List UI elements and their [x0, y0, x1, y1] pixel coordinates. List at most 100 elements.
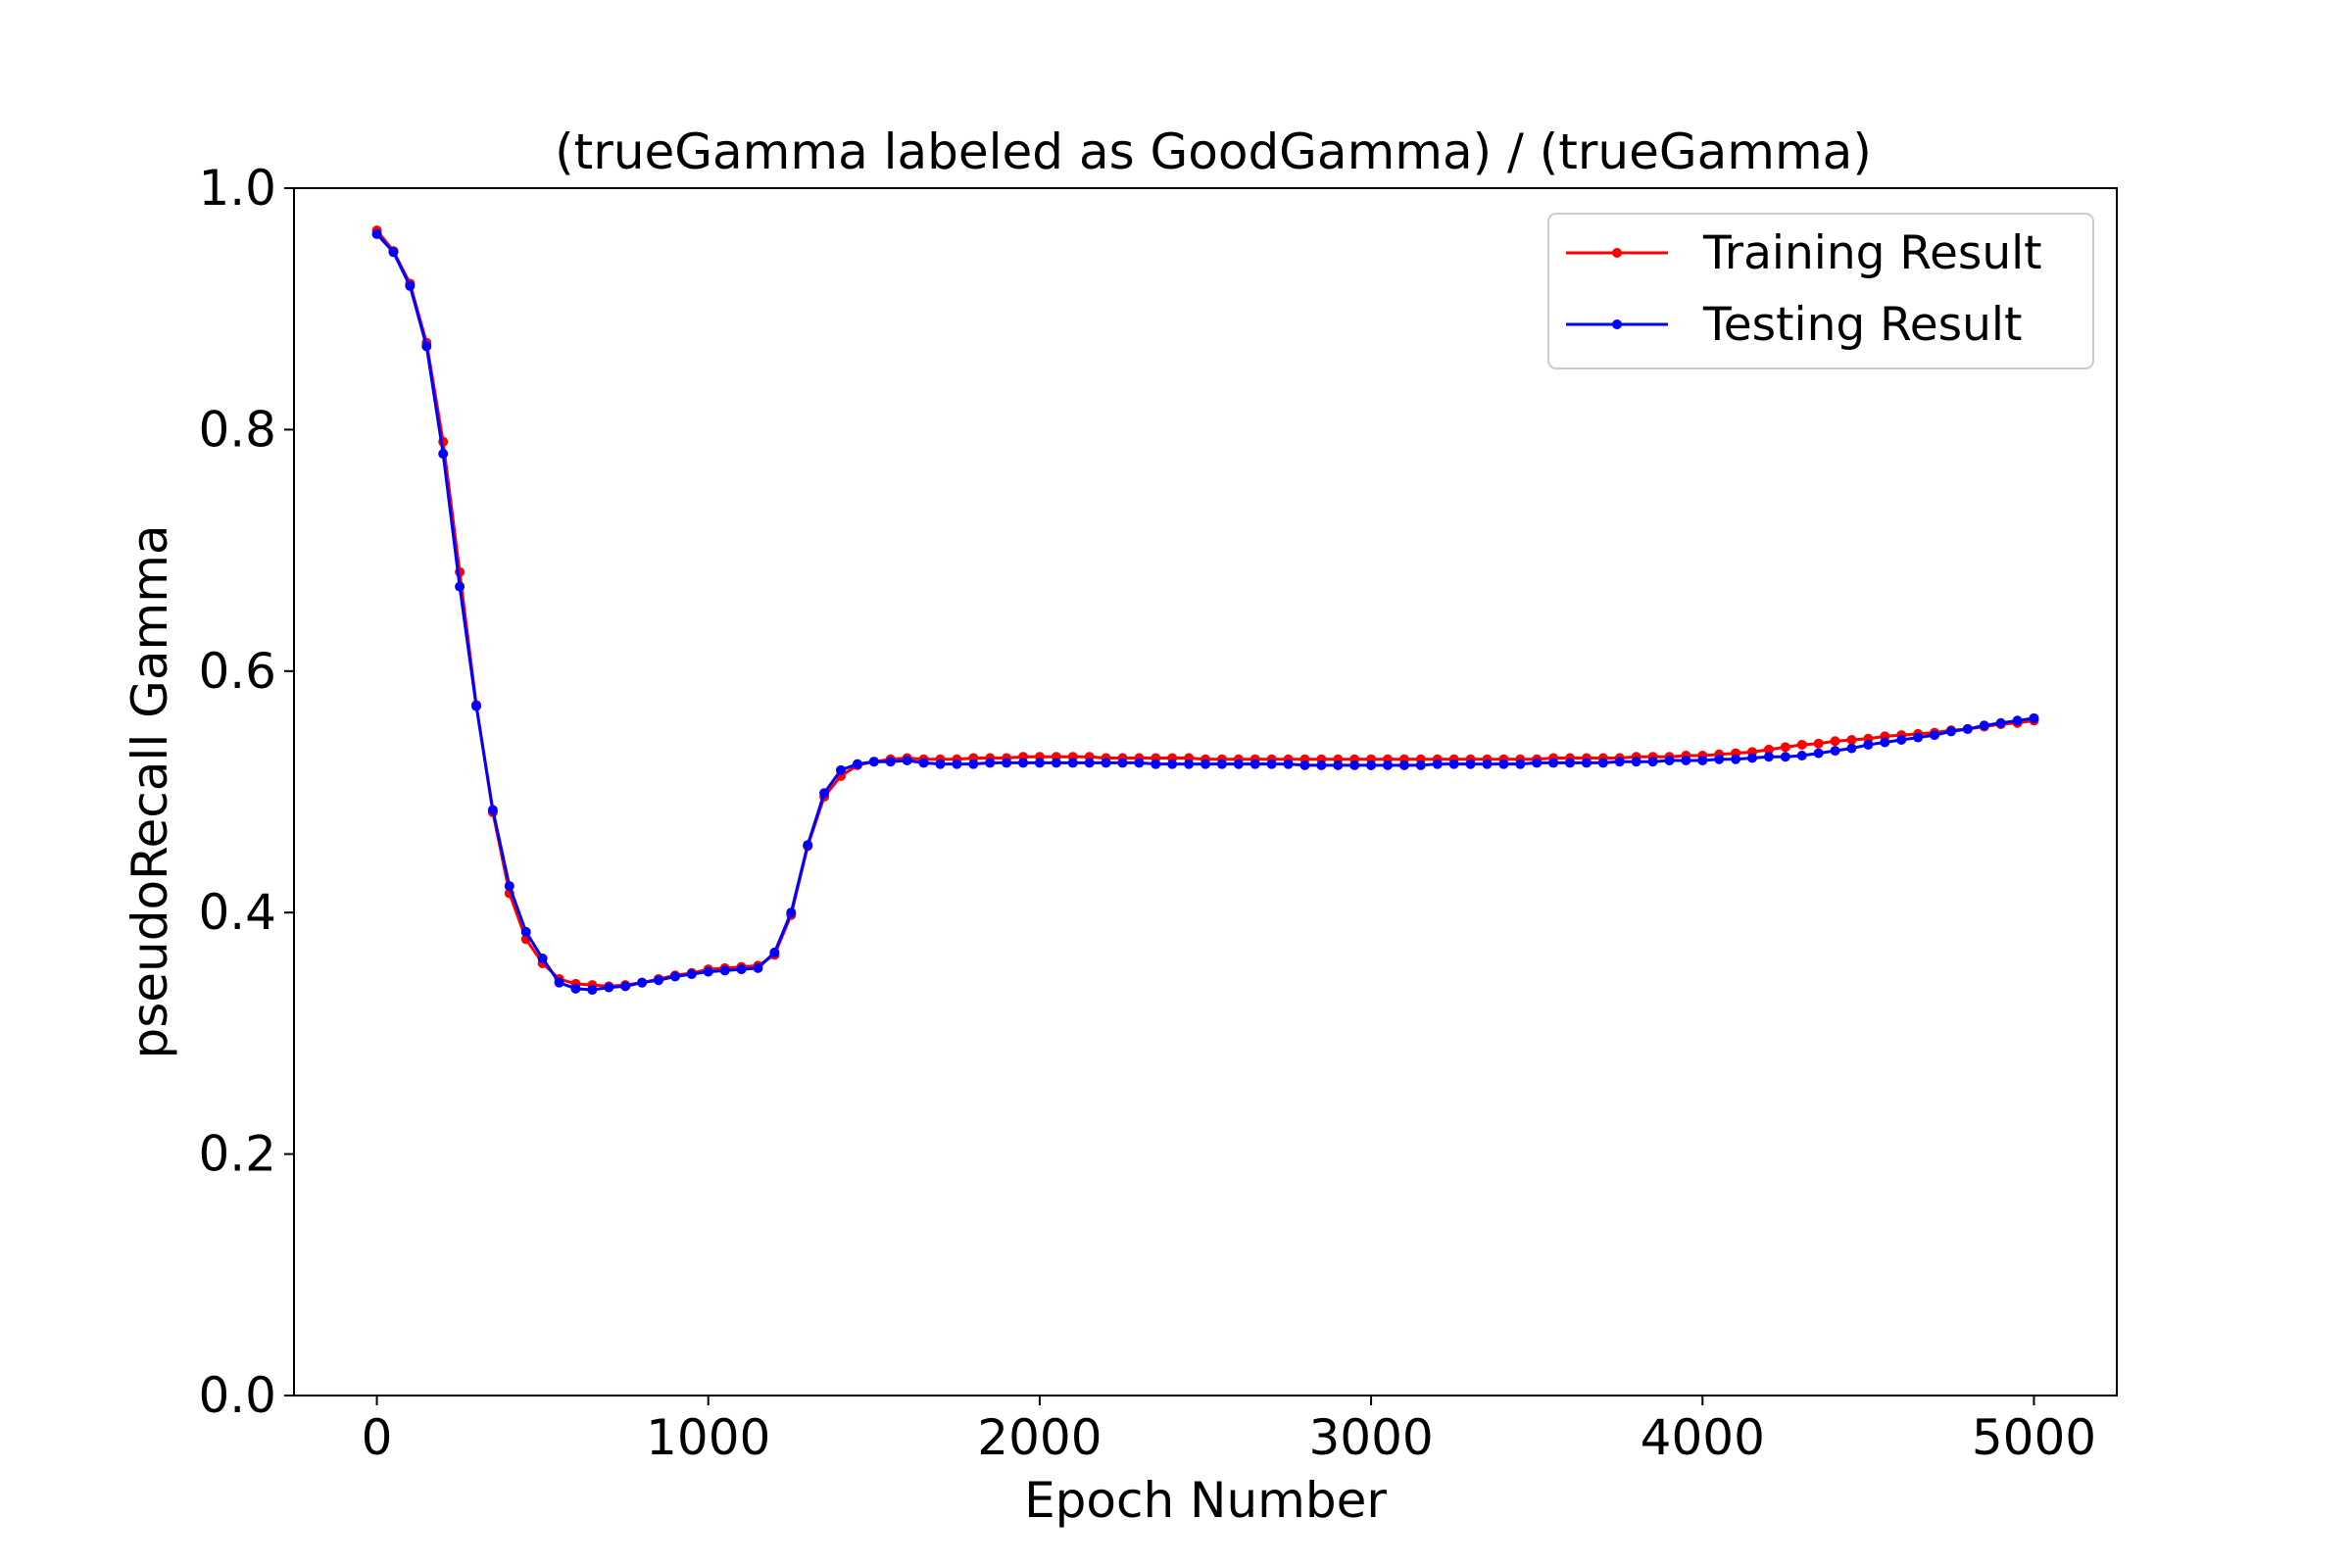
data-point: [1962, 723, 1973, 734]
data-point: [836, 764, 846, 775]
data-point: [1747, 753, 1757, 763]
data-point: [1614, 757, 1625, 767]
data-point: [554, 977, 564, 988]
data-point: [803, 840, 813, 851]
data-point: [654, 975, 663, 986]
y-axis-ticks: 0.0 0.2 0.4 0.6 0.8 1.0: [198, 160, 294, 1424]
data-point: [1846, 735, 1857, 746]
data-point: [1796, 751, 1807, 761]
data-point: [885, 757, 896, 767]
data-point: [1631, 757, 1642, 767]
legend-marker-training: [1612, 248, 1622, 258]
chart-title: (trueGamma labeled as GoodGamma) / (true…: [555, 123, 1872, 180]
data-point: [819, 788, 830, 799]
data-point: [1896, 735, 1907, 746]
data-point: [471, 701, 481, 711]
x-axis-ticks: 0 1000 2000 3000 4000 5000: [362, 1396, 2096, 1466]
data-point: [1581, 758, 1592, 768]
data-point: [587, 985, 598, 996]
data-point: [786, 907, 797, 918]
plot-area: [294, 188, 2117, 1396]
data-point: [1697, 755, 1708, 765]
plot-background: [294, 188, 2117, 1396]
y-tick-label: 0.6: [198, 643, 276, 700]
x-tick-label: 3000: [1308, 1409, 1433, 1466]
data-point: [1333, 760, 1344, 770]
data-point: [1167, 759, 1178, 769]
data-point: [1763, 744, 1774, 755]
data-point: [620, 981, 631, 992]
data-point: [1465, 759, 1476, 769]
y-tick-label: 1.0: [198, 160, 276, 217]
data-point: [1383, 760, 1393, 770]
data-point: [637, 977, 648, 988]
series-testing: [371, 228, 2039, 996]
x-axis-label: Epoch Number: [1024, 1472, 1387, 1529]
legend-label-testing: Testing Result: [1702, 298, 2022, 352]
data-point: [1316, 760, 1327, 770]
y-tick-label: 0.0: [198, 1367, 276, 1424]
data-point: [604, 982, 614, 993]
data-point: [736, 964, 747, 975]
data-point: [1913, 732, 1924, 743]
data-point: [1731, 754, 1741, 764]
data-point: [1134, 758, 1145, 768]
legend-label-training: Training Result: [1702, 226, 2042, 280]
data-point: [1995, 717, 2006, 728]
data-point: [520, 926, 531, 937]
series-layer: [371, 225, 2039, 996]
data-point: [421, 341, 432, 352]
data-point: [1498, 759, 1509, 769]
data-point: [1482, 759, 1493, 769]
data-point: [504, 881, 514, 892]
data-point: [769, 947, 780, 957]
data-point: [968, 759, 979, 769]
data-point: [1780, 752, 1790, 762]
data-point: [1780, 742, 1790, 753]
data-point: [1216, 759, 1227, 769]
data-point: [570, 983, 581, 994]
data-point: [1763, 752, 1774, 762]
data-point: [1398, 760, 1409, 770]
x-tick-label: 4000: [1641, 1409, 1765, 1466]
data-point: [1515, 759, 1526, 769]
data-point: [1548, 758, 1559, 768]
data-point: [1448, 759, 1459, 769]
data-point: [1002, 758, 1012, 768]
data-point: [1945, 726, 1956, 737]
legend-entry-training: Training Result: [1566, 226, 2042, 280]
data-point: [1532, 758, 1543, 768]
data-point: [1565, 758, 1575, 768]
data-point: [1018, 758, 1028, 768]
data-point: [686, 969, 697, 980]
x-tick-label: 0: [362, 1409, 393, 1466]
data-point: [1714, 754, 1725, 764]
data-point: [2029, 712, 2039, 723]
x-tick-label: 2000: [977, 1409, 1102, 1466]
data-point: [1151, 759, 1161, 769]
data-point: [918, 758, 929, 768]
legend-entry-testing: Testing Result: [1566, 298, 2022, 352]
data-point: [985, 758, 996, 768]
data-point: [902, 755, 912, 765]
data-point: [719, 965, 730, 976]
data-point: [935, 759, 946, 769]
data-point: [1034, 758, 1045, 768]
data-point: [703, 966, 713, 977]
y-tick-label: 0.8: [198, 401, 276, 458]
data-point: [1830, 736, 1840, 747]
data-point: [1796, 739, 1807, 750]
y-tick-label: 0.2: [198, 1126, 276, 1183]
y-tick-label: 0.4: [198, 884, 276, 941]
data-point: [1415, 760, 1426, 770]
legend-marker-testing: [1612, 319, 1622, 329]
data-point: [669, 971, 680, 982]
x-tick-label: 5000: [1972, 1409, 2096, 1466]
data-point: [1432, 759, 1443, 769]
data-point: [1283, 759, 1294, 769]
data-point: [1930, 730, 1939, 741]
x-tick-label: 1000: [646, 1409, 770, 1466]
data-point: [1681, 755, 1691, 765]
data-point: [1830, 746, 1840, 757]
